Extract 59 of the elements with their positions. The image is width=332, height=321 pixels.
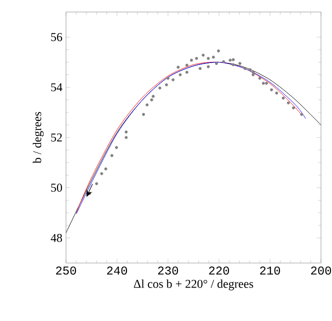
point — [206, 65, 210, 68]
point — [286, 101, 290, 104]
point — [222, 60, 226, 64]
point — [114, 146, 118, 150]
x-tick-label: 210 — [260, 266, 280, 275]
x-tick-label: 220 — [209, 266, 230, 275]
point — [262, 82, 265, 85]
point — [146, 103, 149, 106]
point — [264, 82, 268, 85]
y-tick-label: 54 — [51, 83, 62, 92]
point — [202, 54, 205, 57]
point — [252, 73, 255, 76]
point — [206, 56, 210, 60]
point — [166, 76, 170, 80]
point — [198, 66, 202, 70]
point — [185, 64, 188, 67]
point — [142, 112, 146, 116]
point — [248, 68, 252, 72]
x-tick-label: 200 — [311, 266, 332, 275]
point — [300, 112, 304, 116]
x-tick-label: 250 — [56, 266, 76, 275]
point — [172, 78, 175, 82]
point — [150, 98, 154, 102]
point — [238, 62, 242, 65]
point — [124, 136, 128, 139]
point — [216, 49, 220, 52]
point — [164, 83, 168, 86]
point — [244, 66, 246, 70]
point — [258, 76, 262, 80]
point — [270, 88, 274, 92]
point — [158, 86, 162, 90]
point — [95, 182, 98, 186]
point — [124, 130, 128, 134]
point — [152, 94, 155, 98]
point — [110, 154, 114, 158]
y-tick-label: 56 — [51, 33, 62, 42]
point — [100, 172, 104, 176]
point — [214, 62, 218, 65]
point — [185, 70, 188, 74]
point — [212, 56, 215, 59]
point — [232, 58, 235, 62]
point — [176, 66, 180, 69]
y-axis-title: b / degrees — [32, 112, 44, 164]
point — [282, 96, 285, 100]
y-tick-label: 48 — [50, 234, 62, 242]
point — [195, 56, 198, 60]
point — [292, 106, 295, 110]
y-tick-label: 50 — [51, 184, 62, 192]
point — [228, 58, 232, 62]
point — [275, 92, 278, 95]
x-tick-label: 230 — [158, 266, 178, 275]
y-tick-label: 52 — [51, 133, 62, 142]
point — [252, 70, 255, 74]
x-axis-title: Δl cos b + 220° / degrees — [134, 279, 254, 290]
point — [178, 73, 182, 76]
x-tick-label: 240 — [107, 266, 128, 275]
point — [190, 58, 193, 62]
point — [104, 167, 108, 170]
point — [232, 63, 235, 66]
